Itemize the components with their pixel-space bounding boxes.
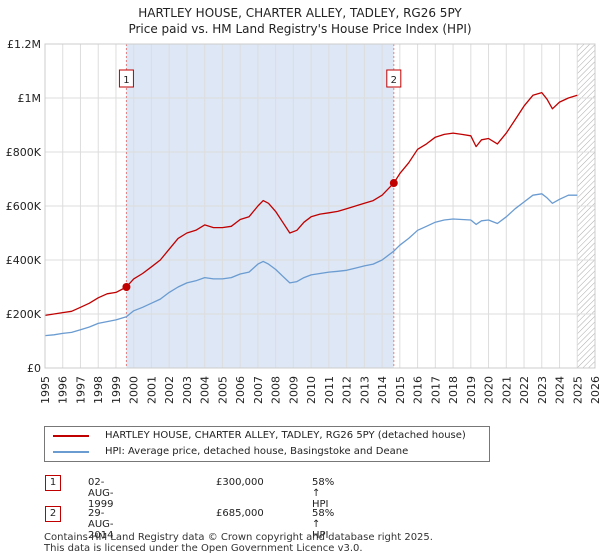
sale-number-label: 1 [123, 75, 129, 86]
y-tick-label: £200K [6, 308, 42, 321]
y-tick-label: £800K [6, 146, 42, 159]
x-tick-label: 2019 [465, 376, 478, 404]
legend: HARTLEY HOUSE, CHARTER ALLEY, TADLEY, RG… [44, 426, 490, 462]
sale-point [389, 179, 398, 188]
sale-hpi-change: 58% ↑ HPI [312, 477, 335, 510]
chart-title-line1: HARTLEY HOUSE, CHARTER ALLEY, TADLEY, RG… [138, 6, 462, 20]
x-tick-label: 2014 [376, 376, 389, 404]
x-tick-label: 2013 [358, 376, 371, 404]
x-tick-label: 2009 [287, 376, 300, 404]
footer-licence: This data is licensed under the Open Gov… [44, 543, 363, 554]
sale-number-box [118, 69, 134, 88]
property-series-line [44, 91, 578, 317]
x-tick-label: 2016 [412, 376, 425, 404]
x-tick-label: 2004 [199, 376, 212, 404]
sale-point [122, 283, 131, 291]
x-tick-label: 2011 [323, 376, 336, 404]
x-tick-label: 2010 [305, 376, 318, 404]
legend-label-property: HARTLEY HOUSE, CHARTER ALLEY, TADLEY, RG… [105, 430, 466, 441]
x-tick-label: 2008 [270, 376, 283, 404]
legend-label-hpi: HPI: Average price, detached house, Basi… [105, 446, 409, 457]
footer-copyright: Contains HM Land Registry data © Crown c… [44, 532, 433, 543]
sale-price: £685,000 [216, 508, 264, 519]
sale-badge: 1 [45, 475, 61, 491]
y-tick-label: £1M [18, 92, 42, 105]
x-tick-label: 1998 [92, 376, 105, 404]
sale-date: 29-AUG-2014 [88, 508, 114, 541]
x-tick-label: 1999 [110, 376, 123, 404]
x-tick-label: 2012 [341, 376, 354, 404]
sale-badge: 2 [45, 506, 61, 522]
x-tick-label: 2022 [518, 376, 531, 404]
x-tick-label: 2001 [145, 376, 158, 404]
hpi-series-line [44, 193, 578, 337]
legend-swatch-hpi [53, 450, 89, 453]
x-tick-label: 2002 [163, 376, 176, 404]
x-tick-label: 2018 [447, 376, 460, 404]
x-tick-label: 1995 [39, 376, 52, 404]
x-tick-label: 2026 [589, 376, 600, 404]
legend-item-property: HARTLEY HOUSE, CHARTER ALLEY, TADLEY, RG… [53, 430, 466, 441]
x-tick-label: 2025 [571, 376, 584, 404]
x-tick-label: 2020 [483, 376, 496, 404]
price-chart: £0 £200K £400K £600K £800K £1M £1.2M 1995 1996 19… [6, 38, 600, 404]
x-tick-label: 2015 [394, 376, 407, 404]
x-tick-label: 2017 [429, 376, 442, 404]
y-tick-label: £1.2M [7, 38, 41, 51]
chart-title-line2: Price paid vs. HM Land Registry's House … [128, 22, 472, 36]
y-tick-label: £600K [6, 200, 42, 213]
x-tick-label: 2003 [181, 376, 194, 404]
x-tick-label: 2023 [536, 376, 549, 404]
sale-number-box [386, 69, 402, 88]
x-tick-label: 2007 [252, 376, 265, 404]
plot-border [44, 43, 596, 369]
sale-date: 02-AUG-1999 [88, 477, 114, 510]
sale-number-label: 2 [391, 75, 397, 86]
sale-hpi-change: 58% ↑ HPI [312, 508, 335, 541]
x-tick-label: 2000 [128, 376, 141, 404]
y-tick-label: £0 [27, 362, 41, 375]
legend-item-hpi: HPI: Average price, detached house, Basi… [53, 446, 408, 457]
x-tick-label: 1997 [74, 376, 87, 404]
x-tick-label: 2005 [216, 376, 229, 404]
x-tick-label: 2006 [234, 376, 247, 404]
x-tick-label: 1996 [57, 376, 70, 404]
legend-swatch-property [53, 434, 89, 437]
x-tick-label: 2024 [554, 376, 567, 404]
sale-price: £300,000 [216, 477, 264, 488]
x-tick-label: 2021 [500, 376, 513, 404]
y-tick-label: £400K [6, 254, 42, 267]
